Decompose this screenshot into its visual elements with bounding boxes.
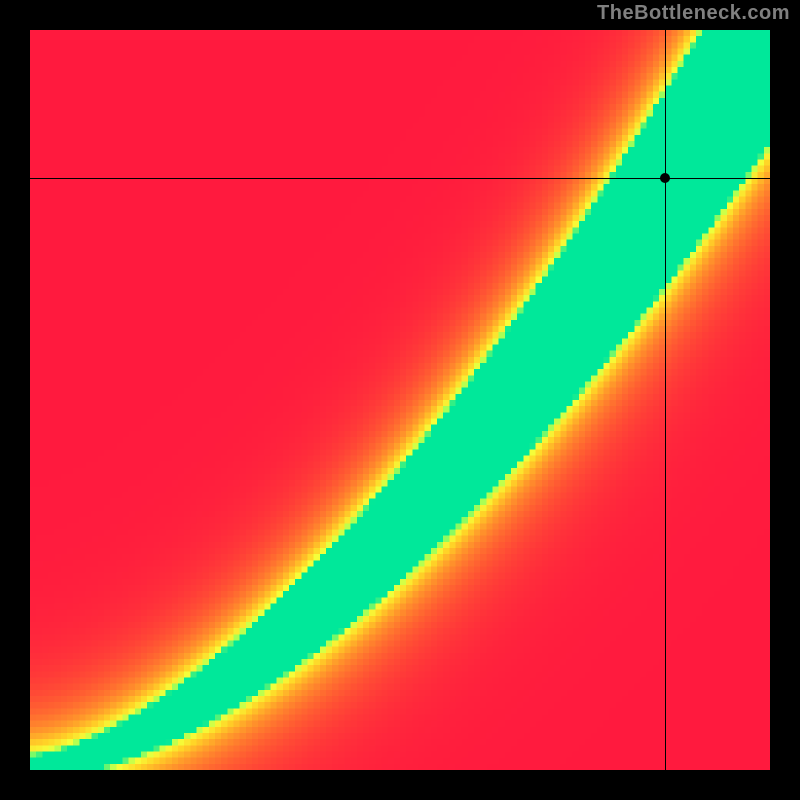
heatmap-canvas (30, 30, 770, 770)
crosshair-vertical (665, 30, 666, 770)
plot-area (30, 30, 770, 770)
crosshair-marker (660, 173, 670, 183)
watermark-text: TheBottleneck.com (597, 2, 790, 25)
